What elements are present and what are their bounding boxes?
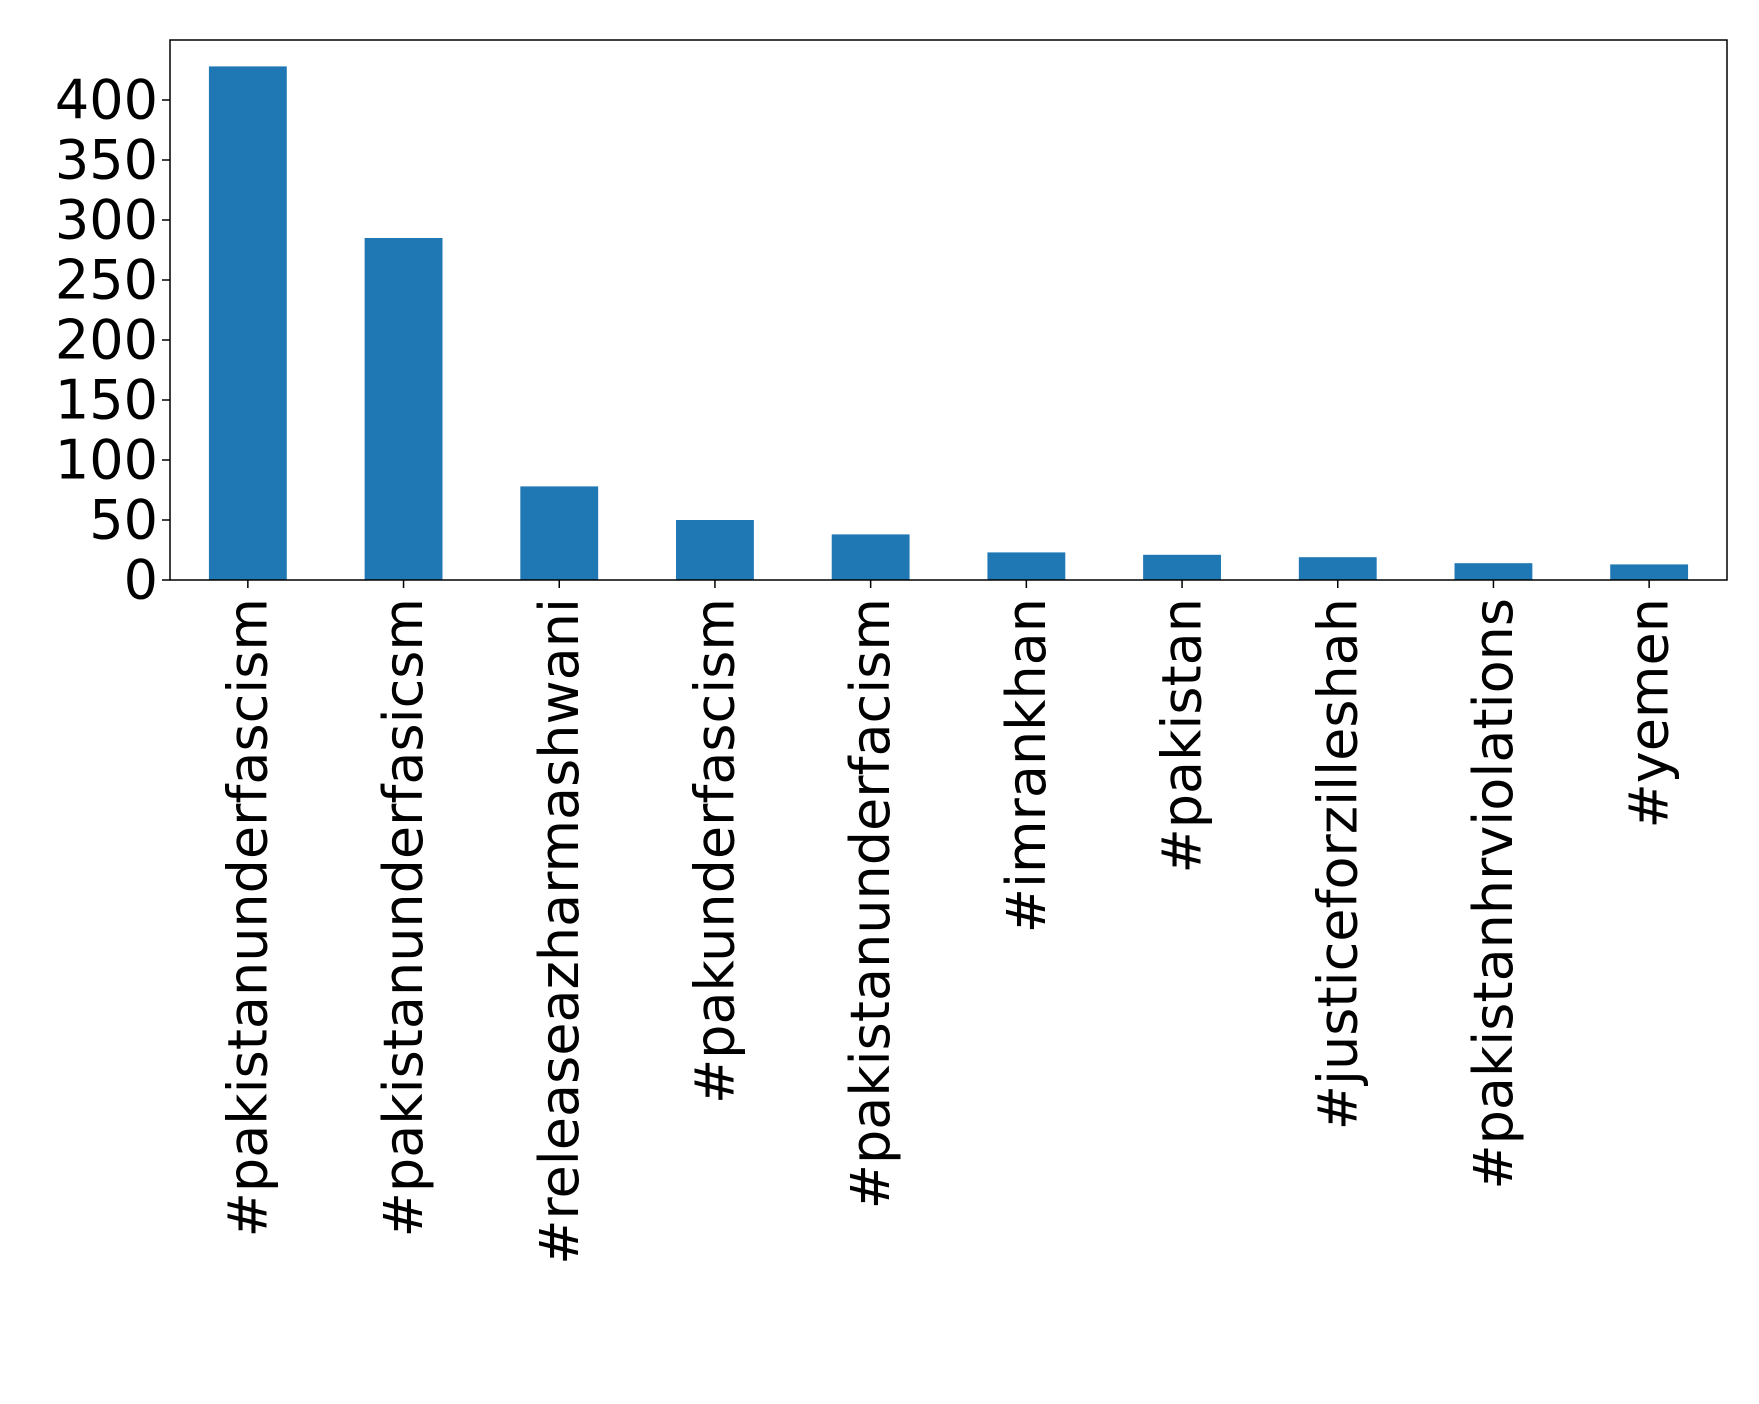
bar [1143,554,1221,580]
bar [364,238,443,580]
x-tick-label: #pakistan [1151,598,1214,874]
y-tick-label: 350 [55,129,158,192]
bar [520,486,599,580]
x-tick-label: #pakistanunderfacism [839,598,902,1209]
x-tick-label: #imrankhan [995,598,1058,933]
y-tick-label: 50 [89,489,158,552]
bar [987,552,1066,580]
bar [208,66,287,580]
x-tick-label: #pakunderfascism [683,598,746,1104]
x-tick-label: #pakistanunderfascism [216,598,279,1237]
bar [1454,563,1533,580]
y-tick-label: 150 [55,369,158,432]
bar [1298,557,1377,580]
y-tick-label: 400 [55,69,158,132]
y-tick-label: 300 [55,189,158,252]
y-tick-label: 250 [55,249,158,312]
plot-frame [169,39,1728,581]
x-tick-label: #pakistanunderfasicsm [372,598,435,1237]
x-axis: #pakistanunderfascism #pakistanunderfasic… [216,580,1681,1265]
bars-layer [208,66,1689,580]
bar [676,520,754,580]
x-tick-label: #yemen [1618,598,1681,828]
x-tick-label: #pakistanhrviolations [1462,598,1525,1190]
x-tick-label: #releaseazharmashwani [528,598,591,1265]
y-tick-label: 100 [55,429,158,492]
bar [1610,564,1689,580]
y-tick-label: 200 [55,309,158,372]
x-tick-label: #justiceforzilleshah [1306,598,1369,1130]
bar [831,534,910,580]
y-tick-label: 0 [124,549,158,612]
